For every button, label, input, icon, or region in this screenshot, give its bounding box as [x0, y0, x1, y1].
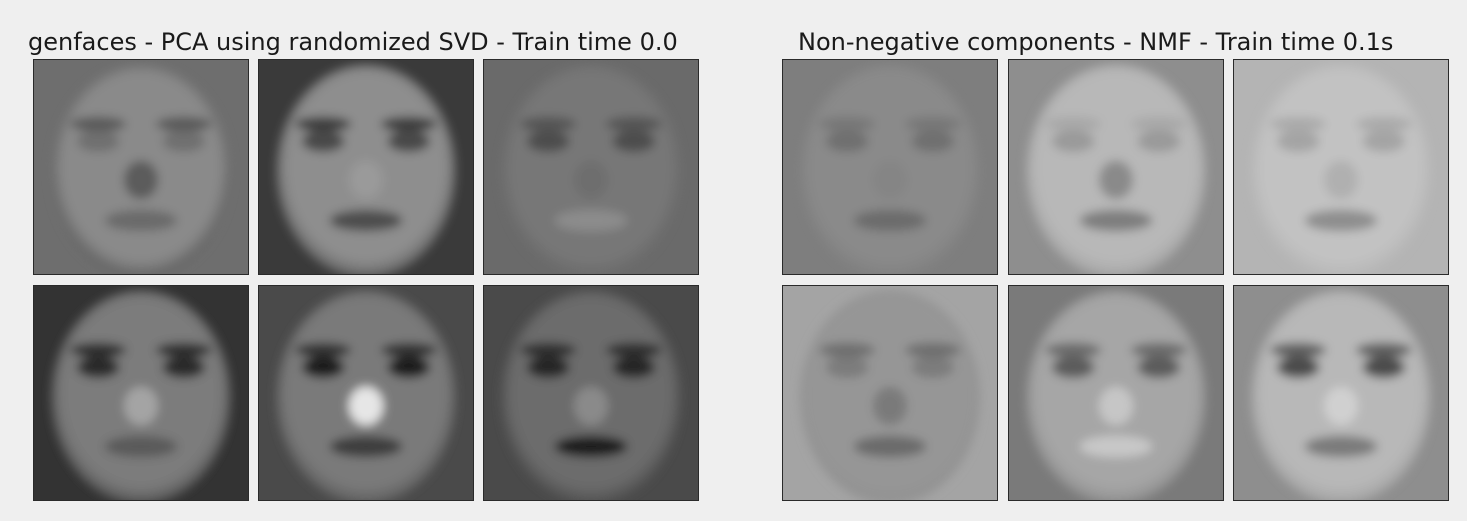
- pca-component-4: [33, 285, 249, 501]
- nmf-component-2: [1008, 59, 1224, 275]
- nmf-component-5: [1008, 285, 1224, 501]
- nmf-component-3: [1233, 59, 1449, 275]
- pca-panel-title: genfaces - PCA using randomized SVD - Tr…: [28, 28, 678, 56]
- pca-component-2: [258, 59, 474, 275]
- pca-component-3: [483, 59, 699, 275]
- nmf-component-4: [782, 285, 998, 501]
- pca-component-5: [258, 285, 474, 501]
- pca-component-1: [33, 59, 249, 275]
- nmf-component-1: [782, 59, 998, 275]
- nmf-panel-title: Non-negative components - NMF - Train ti…: [798, 28, 1394, 56]
- pca-component-6: [483, 285, 699, 501]
- nmf-component-6: [1233, 285, 1449, 501]
